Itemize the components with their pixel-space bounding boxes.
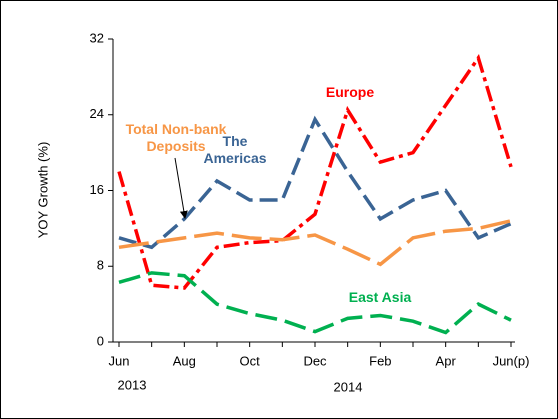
annotation-arrow: [174, 157, 188, 219]
series-line: [118, 219, 512, 267]
x-tick-label: Jun(p): [493, 353, 530, 368]
annotation: The Americas: [203, 133, 267, 166]
x-tick-label: Apr: [436, 353, 457, 368]
x-tick-label: Jun: [109, 353, 130, 368]
annotation: Total Non-bank Deposits: [125, 121, 227, 154]
y-tick-label: 8: [97, 258, 104, 273]
year-label: 2014: [334, 379, 363, 394]
x-tick-label: Feb: [369, 353, 391, 368]
y-tick-label: 16: [90, 182, 104, 197]
year-label: 2013: [118, 377, 147, 392]
x-tick-label: Oct: [240, 353, 261, 368]
annotation: East Asia: [348, 289, 412, 305]
x-tick-label: Dec: [303, 353, 327, 368]
y-axis-label: YOY Growth (%): [35, 142, 50, 239]
y-tick-label: 32: [90, 30, 104, 45]
y-tick-label: 0: [97, 333, 104, 348]
series-line: [118, 271, 512, 335]
x-tick-label: Aug: [173, 353, 196, 368]
series-line: [117, 53, 513, 290]
annotation: Europe: [325, 84, 375, 100]
y-tick-label: 24: [90, 106, 104, 121]
